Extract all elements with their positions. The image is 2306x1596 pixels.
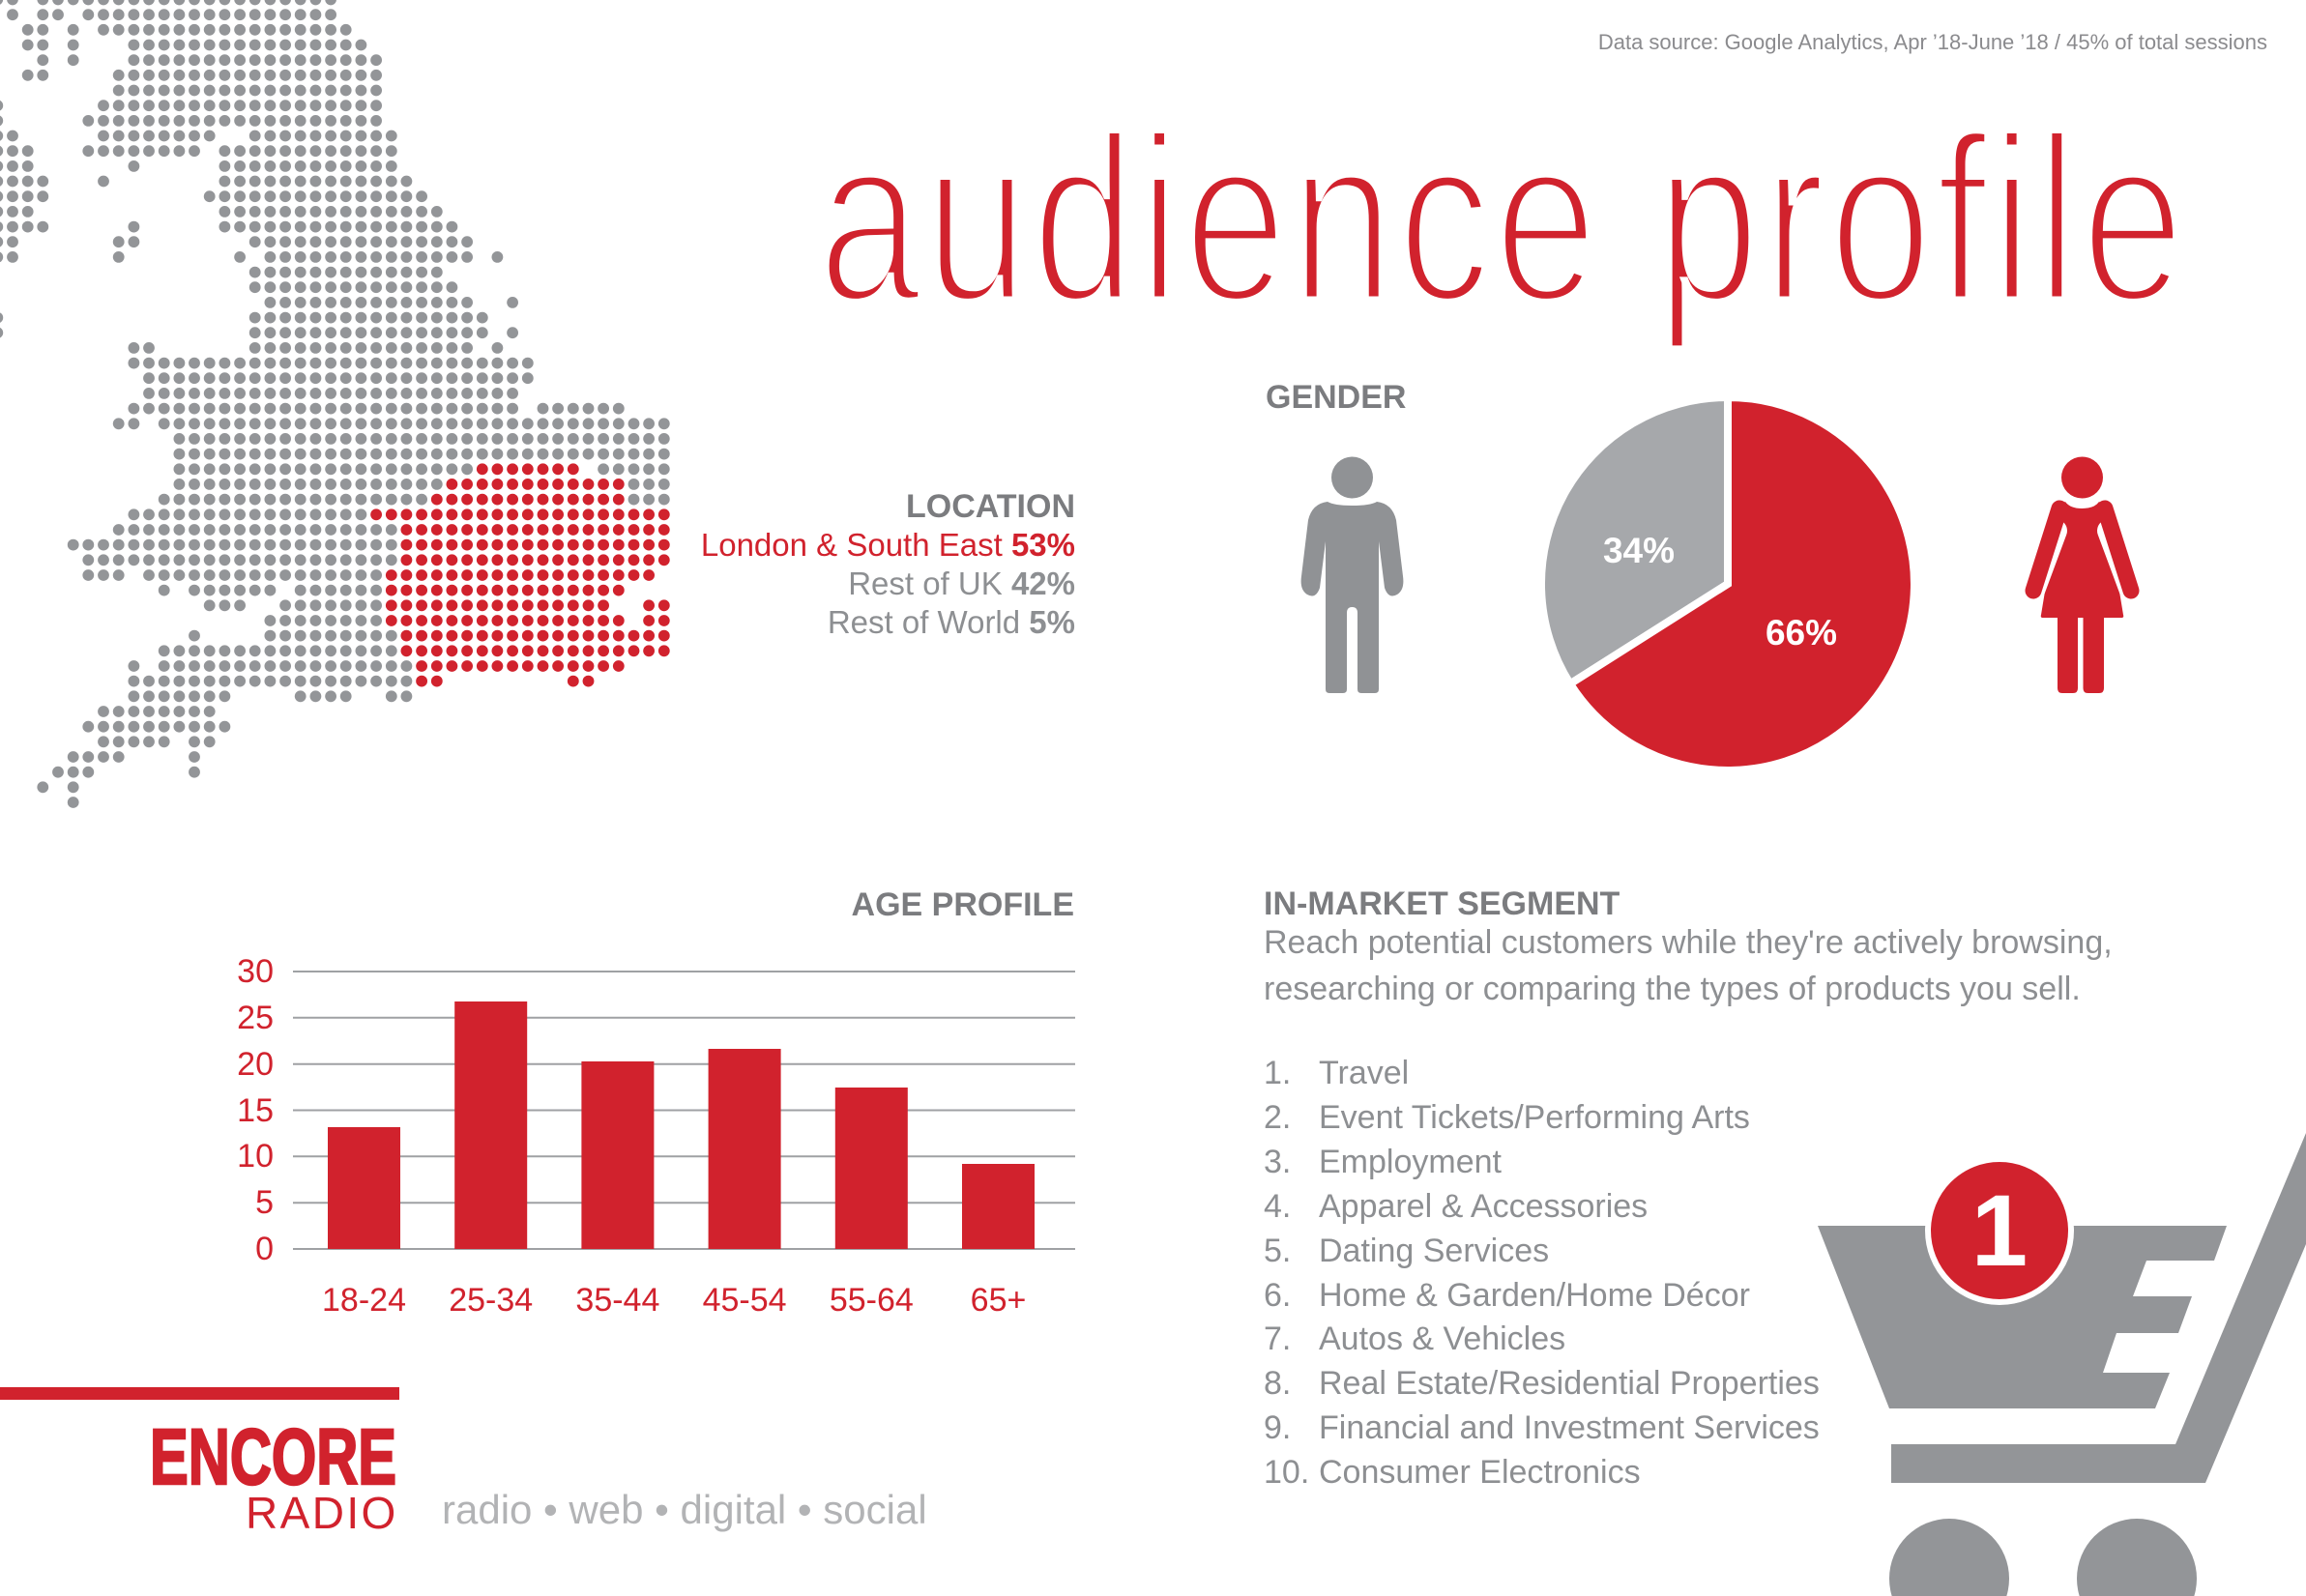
svg-text:1: 1 <box>1971 1175 2028 1288</box>
